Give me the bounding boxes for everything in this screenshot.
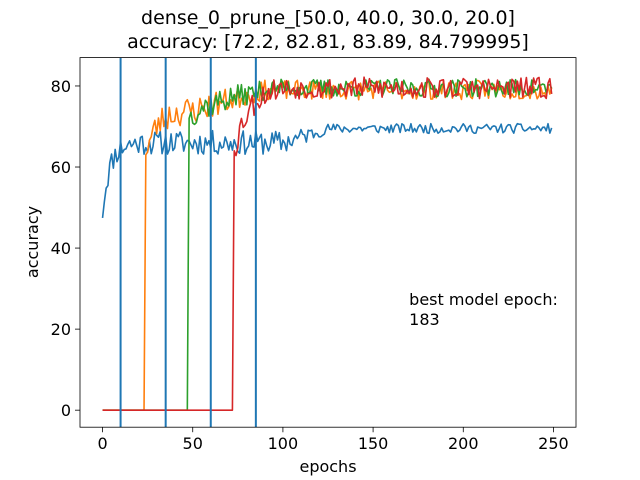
y-tick-label: 80 xyxy=(51,77,71,96)
plot-frame xyxy=(79,57,577,428)
x-tick-label: 200 xyxy=(448,434,479,453)
series-line-2 xyxy=(102,79,553,411)
x-tick-label: 0 xyxy=(97,434,107,453)
y-tick-label: 20 xyxy=(51,320,71,339)
x-tick-label: 100 xyxy=(268,434,299,453)
x-tick-label: 250 xyxy=(538,434,569,453)
x-axis-label: epochs xyxy=(299,457,356,476)
series-line-3 xyxy=(102,78,553,411)
series-line-1 xyxy=(101,122,553,218)
y-axis-label: accuracy xyxy=(23,206,42,278)
chart-title-line2: accuracy: [72.2, 82.81, 83.89, 84.799995… xyxy=(127,31,529,53)
y-axis-ticks: 0 20 40 60 80 xyxy=(51,77,80,420)
chart-title-line1: dense_0_prune_[50.0, 40.0, 30.0, 20.0] xyxy=(141,7,515,29)
best-epoch-annotation-line1: best model epoch: xyxy=(409,290,558,309)
x-axis-ticks: 0 50 100 150 200 250 xyxy=(97,427,569,453)
x-tick-label: 50 xyxy=(183,434,203,453)
plot-area xyxy=(101,57,553,428)
y-tick-label: 40 xyxy=(51,239,71,258)
x-tick-label: 150 xyxy=(358,434,389,453)
y-tick-label: 60 xyxy=(51,158,71,177)
best-epoch-annotation-line2: 183 xyxy=(409,310,440,329)
series-line-4 xyxy=(102,76,553,411)
y-tick-label: 0 xyxy=(61,401,71,420)
